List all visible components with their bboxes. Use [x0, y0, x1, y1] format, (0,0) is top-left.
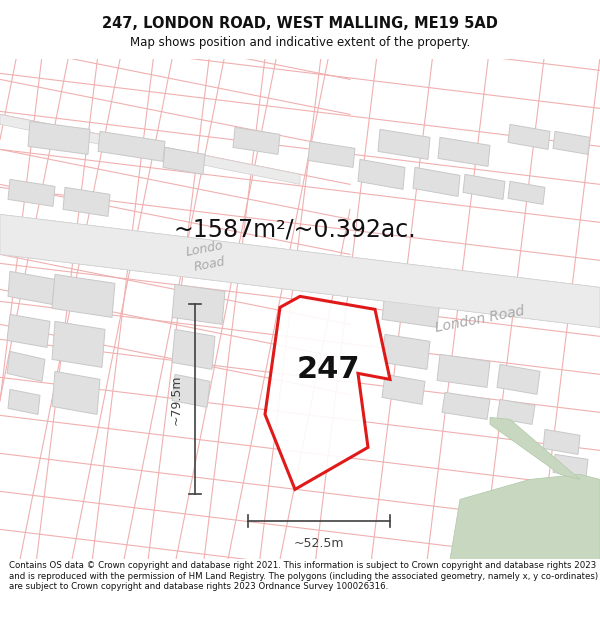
Polygon shape — [553, 454, 588, 478]
Polygon shape — [7, 314, 50, 348]
Text: Contains OS data © Crown copyright and database right 2021. This information is : Contains OS data © Crown copyright and d… — [9, 561, 598, 591]
Text: ~1587m²/~0.392ac.: ~1587m²/~0.392ac. — [173, 217, 416, 241]
Polygon shape — [508, 181, 545, 204]
Text: Road: Road — [193, 255, 227, 274]
Polygon shape — [52, 274, 115, 318]
Polygon shape — [52, 371, 100, 414]
Polygon shape — [308, 141, 355, 168]
Polygon shape — [163, 148, 205, 174]
Text: ~79.5m: ~79.5m — [170, 374, 183, 424]
Polygon shape — [28, 121, 90, 154]
Polygon shape — [52, 321, 105, 368]
Text: Londo: Londo — [185, 239, 225, 259]
Polygon shape — [0, 214, 600, 328]
Polygon shape — [0, 114, 300, 184]
Polygon shape — [508, 124, 550, 149]
Polygon shape — [450, 474, 600, 559]
Polygon shape — [358, 159, 405, 189]
Text: 247, LONDON ROAD, WEST MALLING, ME19 5AD: 247, LONDON ROAD, WEST MALLING, ME19 5AD — [102, 16, 498, 31]
Polygon shape — [438, 138, 490, 166]
Polygon shape — [7, 351, 45, 381]
Polygon shape — [382, 334, 430, 369]
Polygon shape — [265, 296, 390, 489]
Text: 247: 247 — [296, 355, 360, 384]
Polygon shape — [233, 127, 280, 154]
Polygon shape — [172, 284, 225, 324]
Polygon shape — [63, 188, 110, 216]
Polygon shape — [497, 399, 535, 424]
Text: ~52.5m: ~52.5m — [294, 538, 344, 551]
Polygon shape — [8, 179, 55, 206]
Polygon shape — [463, 174, 505, 199]
Polygon shape — [378, 129, 430, 159]
Polygon shape — [382, 374, 425, 404]
Polygon shape — [382, 291, 440, 328]
Polygon shape — [172, 374, 210, 408]
Polygon shape — [437, 354, 490, 388]
Text: London Road: London Road — [434, 304, 526, 335]
Polygon shape — [0, 214, 600, 328]
Polygon shape — [543, 429, 580, 454]
Polygon shape — [172, 329, 215, 369]
Polygon shape — [413, 168, 460, 196]
Polygon shape — [8, 389, 40, 414]
Polygon shape — [490, 418, 580, 479]
Polygon shape — [442, 392, 490, 419]
Polygon shape — [98, 131, 165, 161]
Polygon shape — [553, 131, 590, 154]
Text: Map shows position and indicative extent of the property.: Map shows position and indicative extent… — [130, 36, 470, 49]
Polygon shape — [497, 364, 540, 394]
Polygon shape — [8, 271, 55, 304]
